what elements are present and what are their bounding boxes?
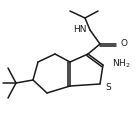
Text: S: S bbox=[105, 83, 111, 92]
Text: O: O bbox=[121, 40, 128, 49]
Text: NH$_2$: NH$_2$ bbox=[112, 58, 131, 70]
Text: HN: HN bbox=[74, 25, 87, 35]
